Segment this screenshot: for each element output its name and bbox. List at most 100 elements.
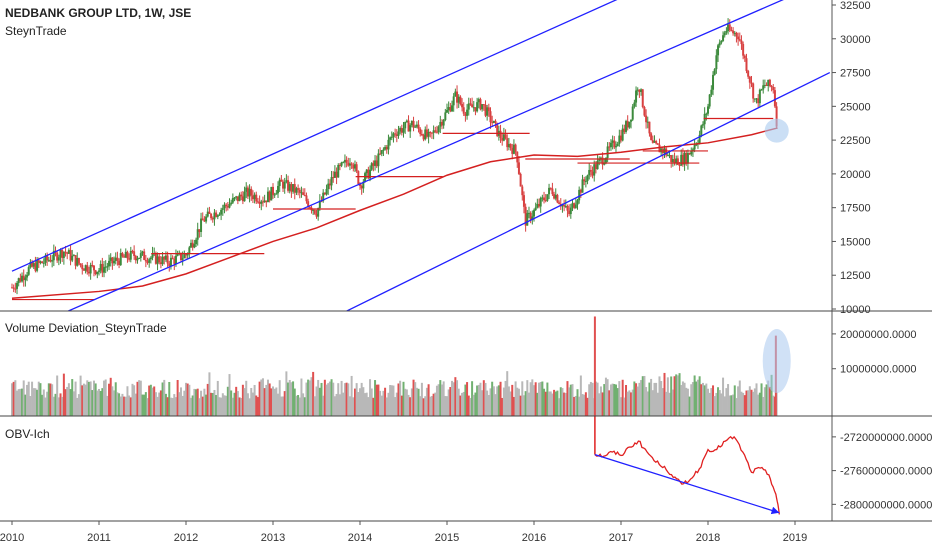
candle-body (668, 155, 671, 157)
candle-body (350, 163, 353, 165)
volume-bar (297, 395, 300, 416)
volume-bar (425, 387, 428, 416)
candle (544, 194, 547, 203)
candle-body (118, 260, 121, 265)
candle (519, 172, 522, 187)
candle (121, 251, 124, 258)
candle-body (185, 254, 187, 256)
candle (96, 271, 99, 279)
volume-bar (364, 393, 367, 416)
candle (427, 128, 430, 144)
volume-bar (686, 388, 689, 416)
candle-body (482, 104, 485, 106)
candle (104, 260, 107, 274)
candle (340, 161, 343, 168)
candle-body (695, 144, 698, 146)
volume-bar (308, 380, 311, 416)
candle (581, 174, 584, 193)
candle (705, 112, 708, 121)
volume-bar (91, 390, 94, 416)
candle (166, 251, 169, 268)
volume-bar (548, 391, 551, 416)
volume-bar (655, 382, 658, 416)
volume-bar (21, 388, 24, 416)
candle (655, 139, 658, 145)
volume-bar (126, 386, 129, 416)
volume-bar (42, 389, 45, 416)
candle (113, 256, 116, 266)
candle (522, 191, 525, 214)
candle-body (355, 164, 358, 172)
volume-bar (143, 394, 146, 416)
volume-bar (728, 395, 731, 416)
candle (390, 131, 393, 141)
candle-body (146, 261, 149, 263)
volume-bar (502, 387, 505, 416)
volume-bar (707, 388, 709, 416)
candle (645, 109, 648, 129)
candle (517, 156, 520, 175)
volume-bar (36, 389, 39, 416)
candle (529, 211, 532, 224)
candle (551, 182, 554, 197)
volume-bar (118, 393, 121, 416)
candle-body (690, 150, 693, 155)
volume-bar (770, 374, 773, 416)
candle (405, 119, 408, 123)
candle (210, 213, 213, 221)
candle (278, 177, 281, 192)
volume-bar (568, 387, 571, 416)
candle (439, 115, 442, 134)
candle-body (420, 133, 423, 136)
volume-bar (464, 384, 467, 416)
volume-bar (161, 382, 164, 416)
candle-body (568, 210, 571, 215)
candle-body (404, 121, 407, 129)
candle (98, 268, 100, 276)
volume-bar (589, 381, 592, 416)
candle-body (11, 287, 13, 289)
volume-bar (603, 384, 606, 416)
volume-bar (551, 393, 554, 416)
candle (742, 41, 745, 60)
candle-body (335, 171, 338, 178)
candle-body (280, 179, 283, 182)
candle (440, 119, 443, 130)
candle (141, 250, 144, 256)
candle-body (546, 194, 549, 201)
volume-bar (159, 390, 162, 416)
candle-body (524, 206, 527, 226)
x-tick-label: 2019 (783, 532, 807, 544)
price-tick-label: 30000 (840, 34, 871, 46)
volume-bar (579, 375, 582, 416)
volume-bar (19, 388, 22, 416)
volume-bar (44, 397, 47, 416)
candle (295, 186, 298, 196)
candle (434, 126, 437, 134)
volume-bar (113, 390, 116, 416)
volume-bar (72, 391, 75, 416)
candle-body (173, 258, 176, 264)
volume-bar (661, 388, 664, 416)
volume-bar (355, 383, 358, 416)
volume-bar (196, 388, 199, 416)
volume-bar (32, 388, 35, 416)
candle-body (481, 104, 484, 110)
candle-body (678, 164, 681, 166)
candle (573, 202, 576, 210)
volume-bar (108, 383, 111, 416)
candle-body (34, 263, 37, 271)
candle (760, 88, 763, 91)
candle (335, 167, 338, 185)
candle-body (98, 270, 100, 272)
candle (260, 199, 263, 211)
candle (253, 192, 256, 204)
volume-bar (482, 380, 485, 416)
volume-bar (730, 395, 733, 416)
volume-bar (374, 380, 377, 416)
candle-body (581, 179, 584, 193)
candle-body (707, 106, 709, 114)
candle (484, 100, 487, 118)
volume-bar (424, 396, 427, 416)
volume-bar (673, 376, 676, 416)
